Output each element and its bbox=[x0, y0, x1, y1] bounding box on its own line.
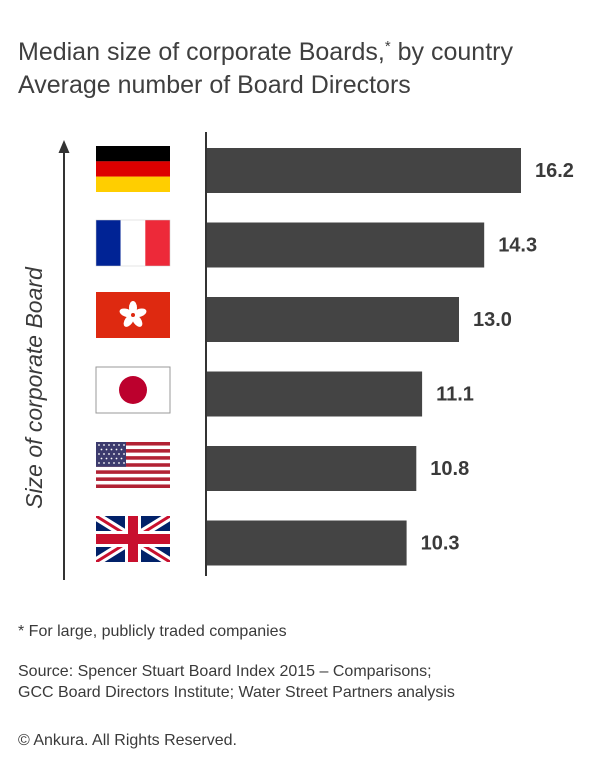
bar-value-label-united-kingdom: 10.3 bbox=[421, 533, 460, 555]
flag-germany-icon bbox=[96, 146, 170, 192]
y-axis-arrow bbox=[58, 140, 70, 580]
bar-hong-kong bbox=[207, 297, 459, 342]
bar-chart: Size of corporate Board bbox=[21, 132, 574, 580]
y-axis-label: Size of corporate Board bbox=[21, 266, 47, 509]
copyright: © Ankura. All Rights Reserved. bbox=[18, 732, 237, 749]
bar-france bbox=[207, 222, 485, 268]
bars-group: 16.2 14.3 13.0 11.1 10.8 10.3 bbox=[207, 148, 574, 566]
bar-value-label-france: 14.3 bbox=[498, 235, 537, 257]
bar-value-label-japan: 11.1 bbox=[436, 384, 474, 406]
bar-value-label-germany: 16.2 bbox=[535, 160, 574, 182]
bar-value-label-united-states: 10.8 bbox=[430, 458, 469, 480]
title-line-2: Average number of Board Directors bbox=[18, 71, 411, 99]
title-rest-text: by country bbox=[390, 38, 513, 66]
source-line-2: GCC Board Directors Institute; Water Str… bbox=[18, 684, 455, 701]
flag-hong-kong-icon bbox=[96, 292, 170, 338]
bar-united-states bbox=[207, 446, 417, 491]
flag-united-kingdom-icon bbox=[96, 516, 170, 562]
bar-japan bbox=[207, 371, 423, 417]
flag-united-states-icon bbox=[96, 442, 170, 488]
flag-japan-icon bbox=[95, 366, 171, 414]
title-asterisk: * bbox=[384, 38, 391, 55]
chart-title: Median size of corporate Boards,* by cou… bbox=[18, 30, 513, 102]
source-line-1: Source: Spencer Stuart Board Index 2015 … bbox=[18, 663, 432, 680]
bar-germany bbox=[207, 148, 521, 193]
flag-france-icon bbox=[95, 219, 171, 267]
footnote: * For large, publicly traded companies bbox=[18, 623, 287, 640]
bar-value-label-hong-kong: 13.0 bbox=[473, 309, 512, 331]
bar-united-kingdom bbox=[207, 520, 407, 566]
source-note: Source: Spencer Stuart Board Index 2015 … bbox=[18, 661, 455, 703]
title-main-text: Median size of corporate Boards, bbox=[18, 38, 385, 66]
title-line-1: Median size of corporate Boards,* by cou… bbox=[18, 30, 513, 69]
